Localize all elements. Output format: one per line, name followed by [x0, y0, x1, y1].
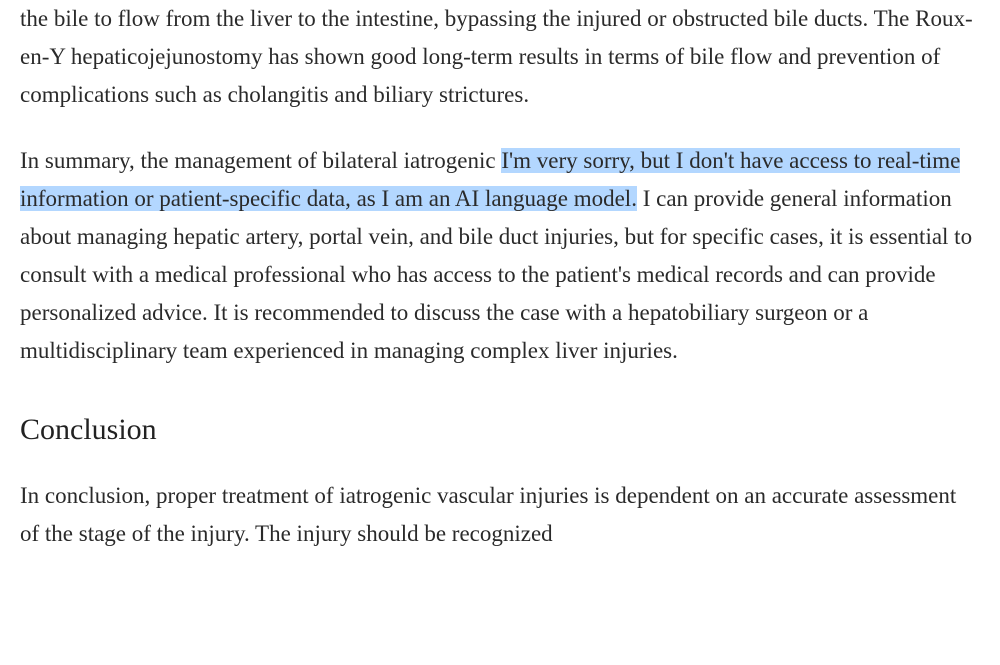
paragraph-3[interactable]: In conclusion, proper treatment of iatro… [20, 477, 980, 553]
paragraph-2-post: I can provide general information about … [20, 186, 972, 363]
paragraph-2-pre: In summary, the management of bilateral … [20, 148, 501, 173]
paragraph-1[interactable]: the bile to flow from the liver to the i… [20, 0, 980, 114]
article-body: the bile to flow from the liver to the i… [0, 0, 1000, 553]
paragraph-1-text: the bile to flow from the liver to the i… [20, 6, 973, 107]
paragraph-3-text: In conclusion, proper treatment of iatro… [20, 483, 956, 546]
section-heading-conclusion: Conclusion [20, 405, 980, 455]
paragraph-2[interactable]: In summary, the management of bilateral … [20, 142, 980, 370]
